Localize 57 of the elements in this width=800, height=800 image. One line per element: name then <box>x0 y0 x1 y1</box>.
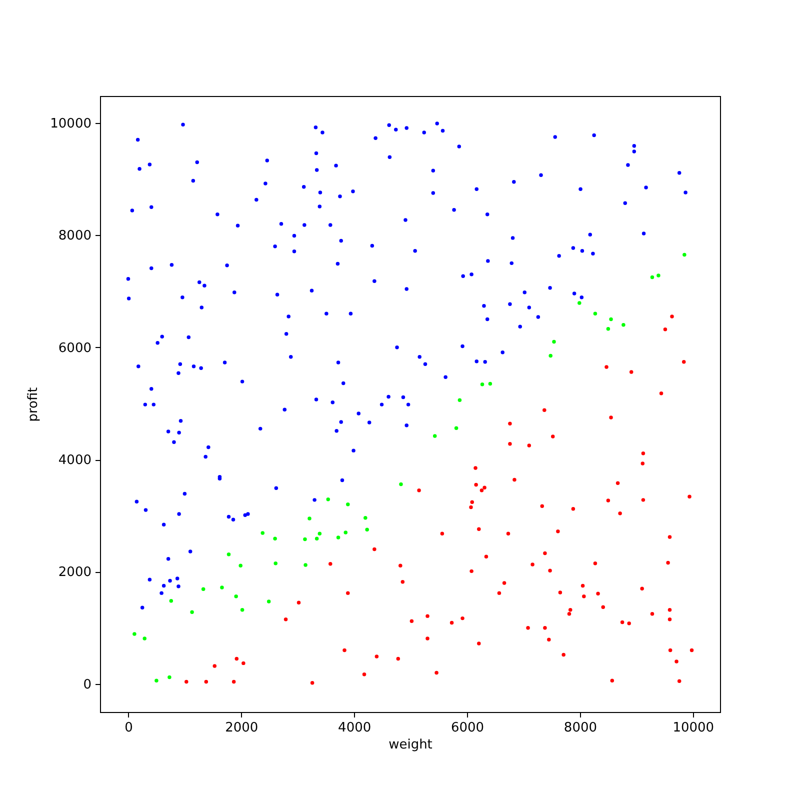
point <box>336 536 340 540</box>
point <box>190 610 194 614</box>
point <box>260 531 264 535</box>
point <box>682 252 686 257</box>
point <box>578 301 582 305</box>
point <box>274 561 278 566</box>
x-axis-title: weight <box>388 738 432 752</box>
point <box>650 275 654 280</box>
x-tick-label: 2000 <box>225 720 258 736</box>
point <box>169 599 174 603</box>
point <box>168 675 172 680</box>
point <box>304 563 308 567</box>
point <box>154 678 158 682</box>
y-tick-label: 4000 <box>58 453 92 468</box>
point <box>548 354 552 358</box>
y-tick-label: 2000 <box>58 565 92 580</box>
point <box>220 586 224 590</box>
point <box>432 434 437 438</box>
x-tick-label: 10000 <box>672 720 714 736</box>
point <box>326 498 330 502</box>
point <box>656 274 660 278</box>
point <box>552 340 556 344</box>
y-tick-label: 0 <box>83 677 92 692</box>
point <box>273 536 277 541</box>
y-tick-label: 8000 <box>58 228 92 244</box>
point <box>308 516 312 520</box>
point <box>593 312 598 316</box>
point <box>346 502 350 506</box>
x-tick-label: 0 <box>124 720 133 736</box>
x-tick-label: 4000 <box>338 720 372 736</box>
point <box>365 528 369 532</box>
point <box>480 382 484 386</box>
point <box>609 317 613 322</box>
point <box>240 608 244 612</box>
point <box>234 594 238 598</box>
point <box>488 382 492 386</box>
point <box>399 482 403 486</box>
x-tick-label: 6000 <box>450 720 484 736</box>
point <box>622 323 626 327</box>
point <box>318 532 322 536</box>
point <box>303 537 307 542</box>
point <box>142 636 146 640</box>
y-axis-title: profit <box>26 387 42 422</box>
x-tick-label: 8000 <box>564 720 598 736</box>
point <box>201 587 206 592</box>
y-tick-label: 6000 <box>58 340 92 356</box>
point <box>344 530 348 534</box>
point <box>454 426 458 430</box>
point <box>238 564 242 568</box>
point <box>132 632 136 636</box>
point <box>266 600 271 604</box>
point <box>226 552 231 556</box>
y-tick-label: 10000 <box>50 116 92 132</box>
point <box>606 326 610 331</box>
point <box>314 536 319 541</box>
point <box>364 516 368 520</box>
point <box>458 398 462 402</box>
